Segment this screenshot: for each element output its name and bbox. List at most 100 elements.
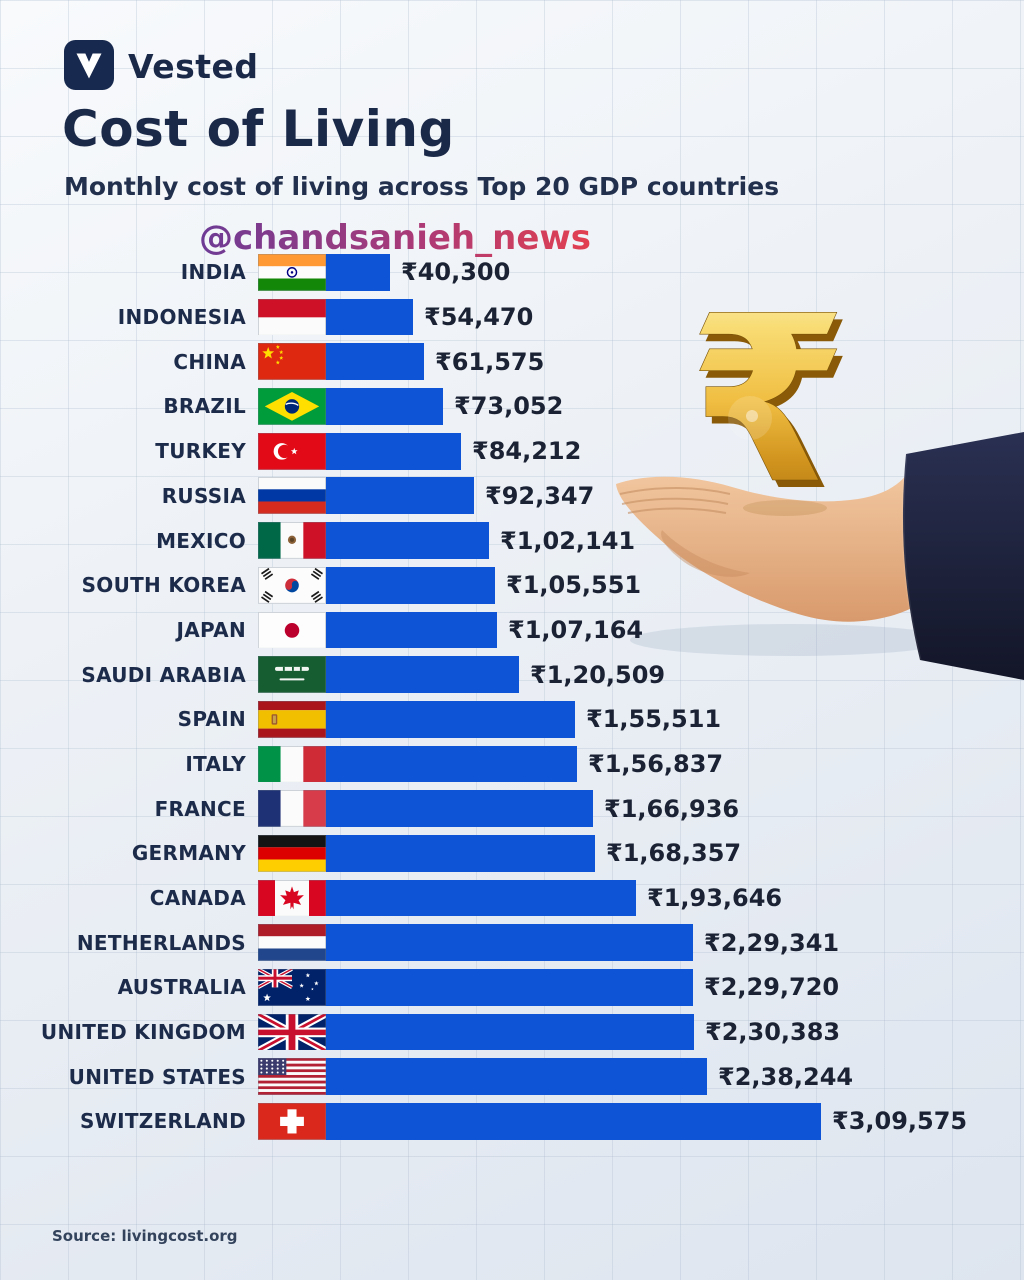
row-indonesia: INDONESIA ₹54,470 [0,298,1024,336]
row-russia: RUSSIA ₹92,347 [0,477,1024,515]
cost-bar [326,745,577,783]
watermark-handle: @chandsanieh_news [180,218,610,258]
flag-australia-icon [258,969,326,1006]
row-mexico: MEXICO ₹1,02,141 [0,522,1024,559]
flag-brazil-icon [258,388,326,425]
flag-germany-icon [258,834,326,872]
suit-sleeve [901,432,1024,680]
flag-netherlands-icon [258,924,326,962]
cost-bar [326,969,693,1006]
flag-south-korea-icon [258,566,326,604]
flag-saudi-arabia-icon [258,656,326,693]
cost-bar [326,924,693,962]
flag-india-icon [258,254,326,291]
row-australia: AUSTRALIA ₹2,29,720 [0,969,1024,1006]
cost-value: ₹1,66,936 [604,794,740,823]
cost-value: ₹40,300 [401,258,511,287]
cost-bar [326,388,443,425]
cost-bar [326,432,461,470]
country-label: SPAIN [177,707,246,732]
cost-bar [326,566,495,604]
country-label: BRAZIL [163,394,246,419]
cost-value: ₹3,09,575 [832,1107,968,1136]
cost-value: ₹73,052 [454,392,564,421]
cost-bar [326,1058,707,1096]
flag-russia-icon [258,477,326,515]
cost-value: ₹61,575 [435,347,545,376]
flag-united-states-icon [258,1058,326,1096]
cost-bar [326,611,497,649]
hand-shadow [630,624,950,656]
page-title: Cost of Living [62,100,455,158]
flag-france-icon [258,790,326,828]
row-switzerland: SWITZERLAND ₹3,09,575 [0,1103,1024,1140]
flag-switzerland-icon [258,1103,326,1140]
row-united-kingdom: UNITED KINGDOM ₹2,30,383 [0,1013,1024,1051]
row-spain: SPAIN ₹1,55,511 [0,700,1024,738]
open-hand [616,466,912,622]
cost-value: ₹1,56,837 [588,749,724,778]
cost-bar [326,790,593,828]
row-india: INDIA ₹40,300 [0,254,1024,291]
flag-united-kingdom-icon [258,1013,326,1051]
flag-canada-icon [258,879,326,917]
country-label: UNITED KINGDOM [40,1020,246,1045]
flag-china-icon [258,343,326,381]
flag-mexico-icon [258,522,326,559]
flag-japan-icon [258,611,326,649]
cost-value: ₹1,20,509 [530,660,666,689]
cost-value: ₹1,93,646 [647,884,783,913]
cost-value: ₹54,470 [424,303,534,332]
country-label: AUSTRALIA [117,975,246,1000]
cost-of-living-bar-chart: INDIA ₹40,300 INDONESIA ₹54,470 CHINA ₹61,575… [0,254,1024,1148]
brand-name: Vested [128,47,259,86]
cost-bar [326,834,595,872]
country-label: INDONESIA [117,305,246,330]
cost-value: ₹2,29,341 [704,928,840,957]
country-label: UNITED STATES [68,1064,246,1089]
row-germany: GERMANY ₹1,68,357 [0,834,1024,872]
row-japan: JAPAN ₹1,07,164 [0,611,1024,649]
country-label: JAPAN [176,617,246,642]
cost-value: ₹2,38,244 [718,1062,854,1091]
row-brazil: BRAZIL ₹73,052 [0,388,1024,425]
cost-bar [326,1013,694,1051]
flag-turkey-icon [258,432,326,470]
country-label: SWITZERLAND [80,1109,246,1134]
cost-bar [326,522,489,559]
country-label: RUSSIA [161,483,246,508]
country-label: NETHERLANDS [76,930,246,955]
country-label: GERMANY [131,841,246,866]
cost-bar [326,477,474,515]
cost-value: ₹1,02,141 [500,526,636,555]
cost-value: ₹1,07,164 [508,615,644,644]
cost-bar [326,254,390,291]
cost-bar [326,879,636,917]
row-saudi-arabia: SAUDI ARABIA ₹1,20,509 [0,656,1024,693]
country-label: CHINA [173,349,246,374]
row-italy: ITALY ₹1,56,837 [0,745,1024,783]
cost-value: ₹1,05,551 [506,571,642,600]
country-label: ITALY [185,751,246,776]
row-france: FRANCE ₹1,66,936 [0,790,1024,828]
cost-value: ₹84,212 [472,437,582,466]
cost-value: ₹2,29,720 [704,973,840,1002]
country-label: MEXICO [156,528,246,553]
cost-bar [326,656,519,693]
country-label: TURKEY [155,439,246,464]
country-label: CANADA [149,886,246,911]
row-united-states: UNITED STATES ₹2,38,244 [0,1058,1024,1096]
row-netherlands: NETHERLANDS ₹2,29,341 [0,924,1024,962]
hand-holding-rupee-illustration: ₹ ₹ [600,268,1024,700]
country-label: INDIA [180,260,246,285]
flag-indonesia-icon [258,298,326,336]
source-note: Source: livingcost.org [52,1227,238,1245]
row-south-korea: SOUTH KOREA ₹1,05,551 [0,566,1024,604]
cost-bar [326,700,575,738]
row-turkey: TURKEY ₹84,212 [0,432,1024,470]
cost-value: ₹2,30,383 [705,1018,841,1047]
cost-value: ₹1,68,357 [606,839,742,868]
cost-bar [326,1103,821,1140]
flag-italy-icon [258,745,326,783]
